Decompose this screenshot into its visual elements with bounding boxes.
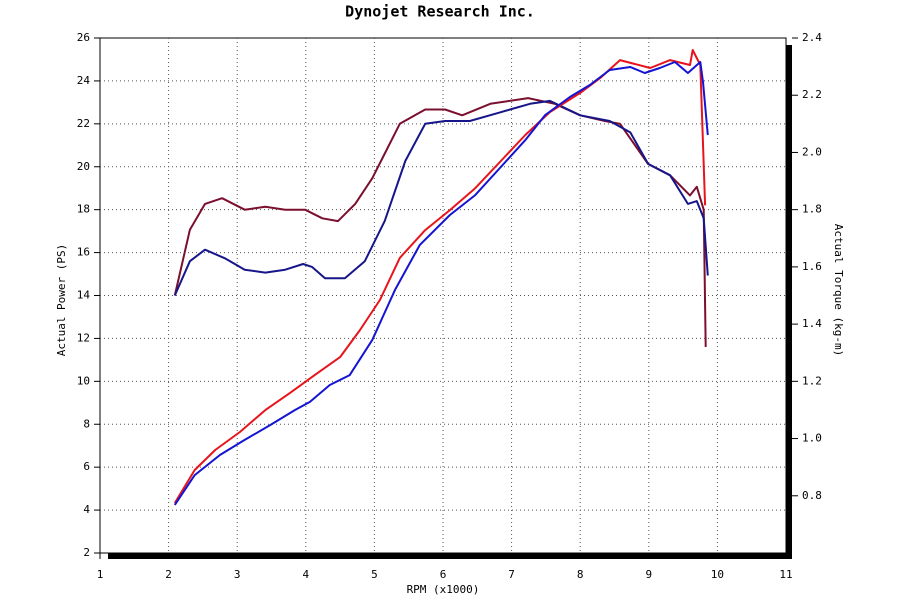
- y-tick-label: 24: [77, 74, 91, 87]
- y2-tick-label: 1.4: [802, 317, 822, 330]
- power-torque-line: [173, 49, 707, 504]
- x-tick-label: 6: [440, 568, 447, 581]
- x-tick-label: 8: [577, 568, 584, 581]
- y-tick-label: 4: [83, 503, 90, 516]
- y-tick-label: 16: [77, 246, 90, 259]
- y-tick-label: 18: [77, 203, 90, 216]
- y-axis-label: Actual Power (PS): [55, 244, 68, 357]
- y2-tick-label: 2.4: [802, 31, 822, 44]
- chart-title: Dynojet Research Inc.: [345, 3, 535, 21]
- x-tick-label: 3: [234, 568, 241, 581]
- x-tick-label: 7: [508, 568, 515, 581]
- y2-tick-label: 1.0: [802, 432, 822, 445]
- x-tick-label: 1: [97, 568, 104, 581]
- y2-tick-label: 1.2: [802, 374, 822, 387]
- y2-tick-label: 1.6: [802, 260, 822, 273]
- y2-tick-label: 0.8: [802, 489, 822, 502]
- y-tick-label: 8: [83, 417, 90, 430]
- power-torque-line: [173, 61, 709, 506]
- y-tick-label: 20: [77, 160, 90, 173]
- y-tick-label: 2: [83, 546, 90, 559]
- power-torque-line: [173, 99, 709, 296]
- power-torque-line: [173, 97, 707, 348]
- x-tick-label: 9: [645, 568, 652, 581]
- y-tick-label: 10: [77, 374, 90, 387]
- y-tick-label: 12: [77, 331, 90, 344]
- x-tick-label: 11: [779, 568, 792, 581]
- y2-axis-bar: [786, 45, 792, 559]
- y-tick-label: 14: [77, 289, 91, 302]
- x-axis-bar: [108, 553, 792, 559]
- y2-tick-label: 2.0: [802, 145, 822, 158]
- x-tick-label: 2: [165, 568, 172, 581]
- y-tick-label: 26: [77, 31, 90, 44]
- y2-tick-label: 2.2: [802, 88, 822, 101]
- x-tick-label: 10: [711, 568, 724, 581]
- x-tick-label: 5: [371, 568, 378, 581]
- y2-tick-label: 1.8: [802, 203, 822, 216]
- x-tick-label: 4: [302, 568, 309, 581]
- plot-frame: [99, 37, 787, 554]
- y-tick-label: 6: [83, 460, 90, 473]
- y2-axis-label: Actual Torque (kg-m): [832, 224, 845, 356]
- x-axis-label: RPM (x1000): [407, 583, 480, 596]
- y-tick-label: 22: [77, 117, 90, 130]
